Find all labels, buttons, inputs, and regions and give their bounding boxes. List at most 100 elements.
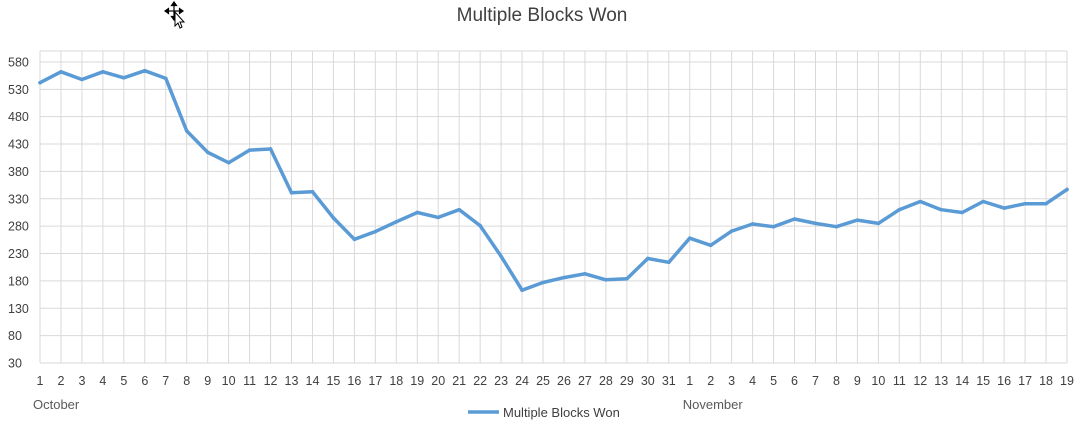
grid (39, 50, 1068, 364)
data-point (625, 276, 629, 281)
y-tick-label: 130 (8, 302, 29, 316)
data-point (981, 199, 985, 204)
series-layer (38, 68, 1069, 293)
data-point (562, 275, 566, 280)
x-tick-label: 28 (599, 374, 613, 388)
y-tick-label: 480 (8, 110, 29, 124)
y-tick-label: 530 (8, 83, 29, 97)
x-tick-label: 29 (620, 374, 634, 388)
x-tick-label: 11 (893, 374, 906, 388)
legend: Multiple Blocks Won (468, 405, 620, 420)
data-point (604, 278, 608, 282)
legend-label: Multiple Blocks Won (503, 405, 620, 420)
x-tick-label: 19 (410, 374, 424, 388)
x-tick-label: 26 (557, 374, 571, 388)
data-point (122, 76, 126, 80)
data-point (897, 207, 902, 212)
move-cursor-icon (163, 1, 186, 29)
x-tick-label: 30 (641, 374, 655, 388)
y-tick-label: 380 (8, 165, 29, 179)
data-point (583, 271, 587, 276)
x-axis-ticks: 1 2 3 4 5 6 7 8 9 10 11 12 13 14 15 16 17 18 19 20 21 22 23 24 2… (37, 374, 1074, 388)
x-tick-label: 16 (347, 374, 361, 388)
x-tick-label: 23 (494, 374, 508, 388)
data-point (247, 148, 252, 152)
x-tick-label: 14 (306, 374, 320, 388)
x-tick-label: 2 (57, 374, 64, 388)
data-point (289, 190, 294, 195)
x-tick-label: 7 (812, 374, 819, 388)
data-point (792, 217, 797, 221)
data-point (939, 207, 944, 212)
data-point (813, 221, 818, 226)
data-point (960, 210, 965, 215)
data-point (310, 189, 315, 194)
x-tick-label: 27 (578, 374, 592, 388)
data-point (394, 219, 399, 224)
data-point (708, 243, 713, 248)
data-point (771, 224, 776, 229)
x-tick-label: 31 (662, 374, 676, 388)
data-point (80, 77, 84, 82)
x-tick-label: 6 (141, 374, 148, 388)
data-point (876, 221, 881, 226)
x-tick-label: 6 (791, 374, 798, 388)
data-point (101, 70, 105, 74)
data-point (478, 223, 482, 228)
x-group-label: November (683, 397, 744, 412)
data-point (1023, 201, 1027, 206)
data-point (687, 236, 692, 240)
x-tick-label: 8 (833, 374, 840, 388)
x-tick-label: 12 (264, 374, 278, 388)
x-tick-label: 4 (99, 374, 106, 388)
x-tick-label: 1 (686, 374, 693, 388)
data-point (729, 229, 734, 233)
data-point (226, 160, 231, 165)
x-tick-label: 9 (204, 374, 211, 388)
y-tick-label: 230 (8, 247, 29, 261)
x-tick-label: 13 (285, 374, 299, 388)
x-tick-label: 18 (389, 374, 403, 388)
series-line (38, 68, 1069, 292)
x-tick-label: 24 (515, 374, 529, 388)
data-point (59, 70, 63, 74)
x-tick-label: 9 (854, 374, 861, 388)
data-point (457, 207, 461, 212)
data-point (38, 80, 42, 85)
data-point (415, 210, 420, 215)
x-tick-label: 2 (707, 374, 714, 388)
x-tick-label: 5 (770, 374, 777, 388)
x-tick-label: 3 (78, 374, 85, 388)
x-tick-label: 15 (976, 374, 990, 388)
data-point (436, 215, 441, 220)
y-tick-label: 330 (8, 192, 29, 206)
x-tick-label: 14 (955, 374, 969, 388)
x-tick-label: 8 (183, 374, 190, 388)
x-tick-label: 16 (997, 374, 1011, 388)
data-point (834, 224, 839, 229)
x-axis-groups: October November (33, 397, 743, 412)
data-point (352, 237, 357, 242)
x-tick-label: 7 (162, 374, 169, 388)
y-tick-label: 580 (8, 55, 29, 69)
data-point (499, 254, 503, 259)
y-tick-label: 180 (8, 274, 29, 288)
data-point (1002, 206, 1006, 210)
data-point (331, 216, 336, 220)
data-point (750, 222, 755, 226)
y-tick-label: 280 (8, 220, 29, 234)
data-point (184, 129, 189, 133)
y-axis-ticks: 30 80 130 180 230 280 330 380 430 480 530 580 (8, 55, 29, 370)
x-tick-label: 12 (913, 374, 927, 388)
data-point (646, 256, 650, 261)
x-tick-label: 18 (1039, 374, 1053, 388)
x-group-label: October (33, 397, 80, 412)
x-tick-label: 3 (728, 374, 735, 388)
x-tick-label: 1 (37, 374, 44, 388)
x-tick-label: 11 (243, 374, 256, 388)
data-point (855, 218, 860, 222)
x-tick-label: 10 (222, 374, 236, 388)
x-tick-label: 21 (452, 374, 466, 388)
data-point (1044, 201, 1048, 206)
